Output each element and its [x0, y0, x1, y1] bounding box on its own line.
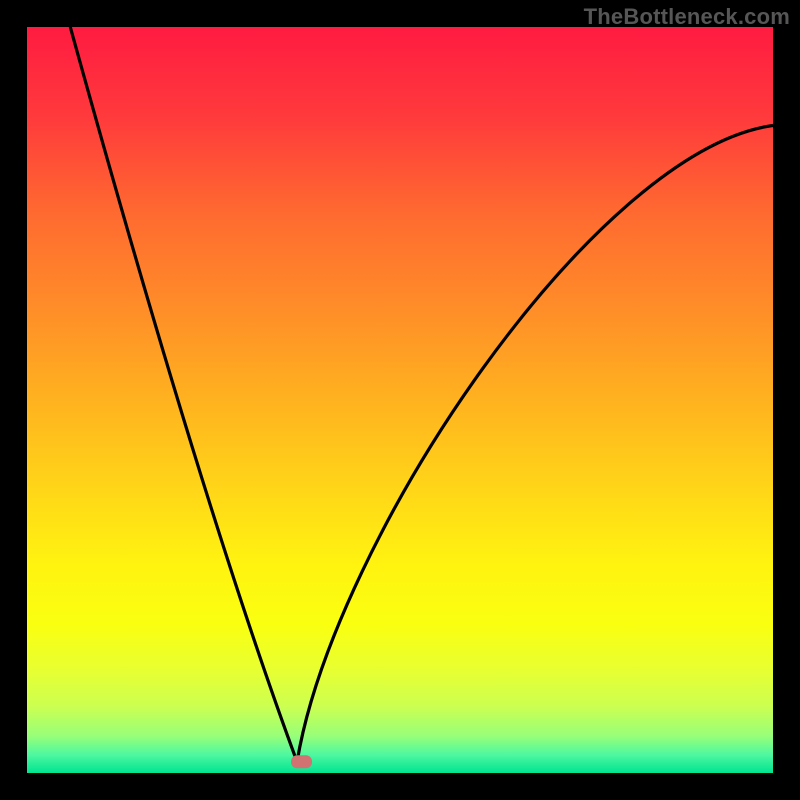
plot-area — [27, 27, 773, 773]
optimal-marker — [291, 755, 312, 768]
gradient-background — [27, 27, 773, 773]
watermark-text: TheBottleneck.com — [584, 4, 790, 30]
chart-container: TheBottleneck.com — [0, 0, 800, 800]
